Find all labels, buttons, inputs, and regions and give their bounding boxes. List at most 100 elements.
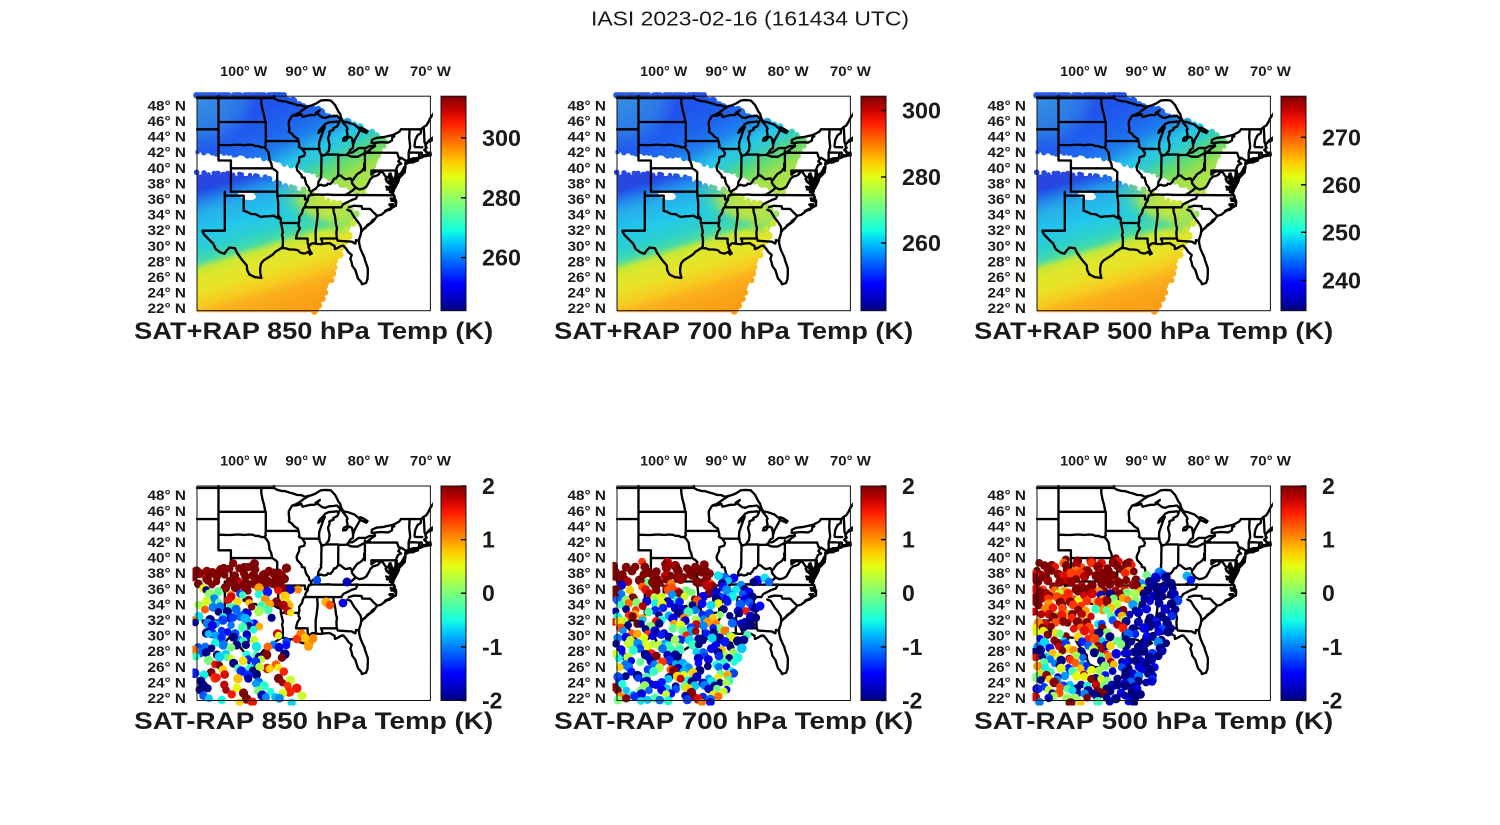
svg-text:32° N: 32° N: [988, 223, 1027, 238]
svg-text:44° N: 44° N: [148, 130, 187, 145]
svg-text:280: 280: [902, 164, 941, 190]
svg-text:36° N: 36° N: [148, 192, 187, 207]
svg-text:80° W: 80° W: [768, 64, 809, 79]
svg-text:0: 0: [1322, 580, 1335, 606]
svg-text:40° N: 40° N: [148, 161, 187, 176]
svg-text:38° N: 38° N: [568, 176, 607, 191]
svg-text:48° N: 48° N: [568, 488, 607, 503]
svg-text:38° N: 38° N: [568, 566, 607, 581]
svg-text:40° N: 40° N: [988, 551, 1027, 566]
svg-text:30° N: 30° N: [148, 629, 187, 644]
svg-text:24° N: 24° N: [568, 286, 607, 301]
svg-text:22° N: 22° N: [148, 691, 187, 706]
svg-text:SAT+RAP 700 hPa Temp (K): SAT+RAP 700 hPa Temp (K): [554, 318, 913, 345]
svg-text:300: 300: [482, 125, 521, 151]
svg-text:-2: -2: [482, 688, 502, 714]
svg-text:2: 2: [902, 473, 915, 499]
svg-text:80° W: 80° W: [1188, 64, 1229, 79]
svg-text:90° W: 90° W: [705, 454, 746, 469]
svg-text:24° N: 24° N: [988, 676, 1027, 691]
svg-text:260: 260: [482, 245, 521, 271]
svg-text:36° N: 36° N: [988, 192, 1027, 207]
svg-text:80° W: 80° W: [768, 454, 809, 469]
svg-text:270: 270: [1322, 124, 1361, 150]
svg-text:36° N: 36° N: [568, 582, 607, 597]
svg-text:22° N: 22° N: [568, 691, 607, 706]
svg-text:46° N: 46° N: [148, 114, 187, 129]
svg-text:-2: -2: [1322, 688, 1342, 714]
svg-text:26° N: 26° N: [568, 270, 607, 285]
svg-text:40° N: 40° N: [568, 551, 607, 566]
svg-text:90° W: 90° W: [1125, 64, 1166, 79]
svg-text:100° W: 100° W: [640, 64, 687, 79]
svg-text:42° N: 42° N: [988, 535, 1027, 550]
svg-text:40° N: 40° N: [988, 161, 1027, 176]
svg-text:46° N: 46° N: [148, 504, 187, 519]
svg-text:80° W: 80° W: [1188, 454, 1229, 469]
svg-text:260: 260: [902, 230, 941, 256]
svg-text:30° N: 30° N: [568, 239, 607, 254]
svg-text:SAT+RAP 850 hPa Temp (K): SAT+RAP 850 hPa Temp (K): [134, 318, 493, 345]
svg-text:42° N: 42° N: [988, 145, 1027, 160]
svg-text:46° N: 46° N: [988, 114, 1027, 129]
svg-text:36° N: 36° N: [148, 582, 187, 597]
svg-text:34° N: 34° N: [988, 598, 1027, 613]
svg-text:38° N: 38° N: [988, 176, 1027, 191]
svg-text:38° N: 38° N: [988, 566, 1027, 581]
svg-text:40° N: 40° N: [568, 161, 607, 176]
svg-text:32° N: 32° N: [148, 223, 187, 238]
svg-text:1: 1: [902, 527, 915, 553]
svg-text:260: 260: [1322, 172, 1361, 198]
svg-text:48° N: 48° N: [988, 488, 1027, 503]
svg-text:SAT-RAP 850 hPa Temp (K): SAT-RAP 850 hPa Temp (K): [134, 708, 493, 735]
svg-text:24° N: 24° N: [988, 286, 1027, 301]
svg-text:26° N: 26° N: [988, 660, 1027, 675]
svg-text:SAT-RAP 500 hPa Temp (K): SAT-RAP 500 hPa Temp (K): [974, 708, 1333, 735]
svg-text:32° N: 32° N: [568, 613, 607, 628]
svg-text:80° W: 80° W: [348, 64, 389, 79]
svg-text:26° N: 26° N: [148, 270, 187, 285]
svg-text:SAT+RAP 500 hPa Temp (K): SAT+RAP 500 hPa Temp (K): [974, 318, 1333, 345]
svg-text:38° N: 38° N: [148, 176, 187, 191]
svg-text:100° W: 100° W: [1060, 64, 1107, 79]
svg-text:1: 1: [1322, 527, 1335, 553]
svg-text:30° N: 30° N: [148, 239, 187, 254]
svg-text:70° W: 70° W: [830, 454, 871, 469]
svg-text:42° N: 42° N: [568, 535, 607, 550]
svg-text:36° N: 36° N: [988, 582, 1027, 597]
svg-text:44° N: 44° N: [148, 520, 187, 535]
svg-text:46° N: 46° N: [988, 504, 1027, 519]
svg-text:26° N: 26° N: [568, 660, 607, 675]
svg-text:90° W: 90° W: [1125, 454, 1166, 469]
svg-text:34° N: 34° N: [988, 208, 1027, 223]
svg-text:28° N: 28° N: [988, 644, 1027, 659]
svg-text:32° N: 32° N: [568, 223, 607, 238]
svg-text:28° N: 28° N: [568, 254, 607, 269]
svg-text:34° N: 34° N: [148, 598, 187, 613]
svg-text:44° N: 44° N: [988, 520, 1027, 535]
svg-text:24° N: 24° N: [568, 676, 607, 691]
svg-text:100° W: 100° W: [220, 454, 267, 469]
svg-text:28° N: 28° N: [568, 644, 607, 659]
svg-text:-1: -1: [902, 634, 923, 660]
svg-text:80° W: 80° W: [348, 454, 389, 469]
svg-text:42° N: 42° N: [148, 535, 187, 550]
svg-text:32° N: 32° N: [148, 613, 187, 628]
svg-text:22° N: 22° N: [148, 301, 187, 316]
svg-text:90° W: 90° W: [705, 64, 746, 79]
svg-text:30° N: 30° N: [988, 629, 1027, 644]
svg-text:100° W: 100° W: [1060, 454, 1107, 469]
svg-text:22° N: 22° N: [568, 301, 607, 316]
svg-text:36° N: 36° N: [568, 192, 607, 207]
svg-text:30° N: 30° N: [568, 629, 607, 644]
svg-text:42° N: 42° N: [568, 145, 607, 160]
svg-text:100° W: 100° W: [640, 454, 687, 469]
svg-text:48° N: 48° N: [988, 99, 1027, 114]
svg-text:2: 2: [482, 473, 495, 499]
svg-text:70° W: 70° W: [1250, 64, 1291, 79]
svg-text:48° N: 48° N: [568, 99, 607, 114]
svg-text:32° N: 32° N: [988, 613, 1027, 628]
svg-text:-1: -1: [1322, 634, 1343, 660]
svg-text:SAT-RAP 700 hPa Temp (K): SAT-RAP 700 hPa Temp (K): [554, 708, 913, 735]
svg-text:44° N: 44° N: [568, 520, 607, 535]
